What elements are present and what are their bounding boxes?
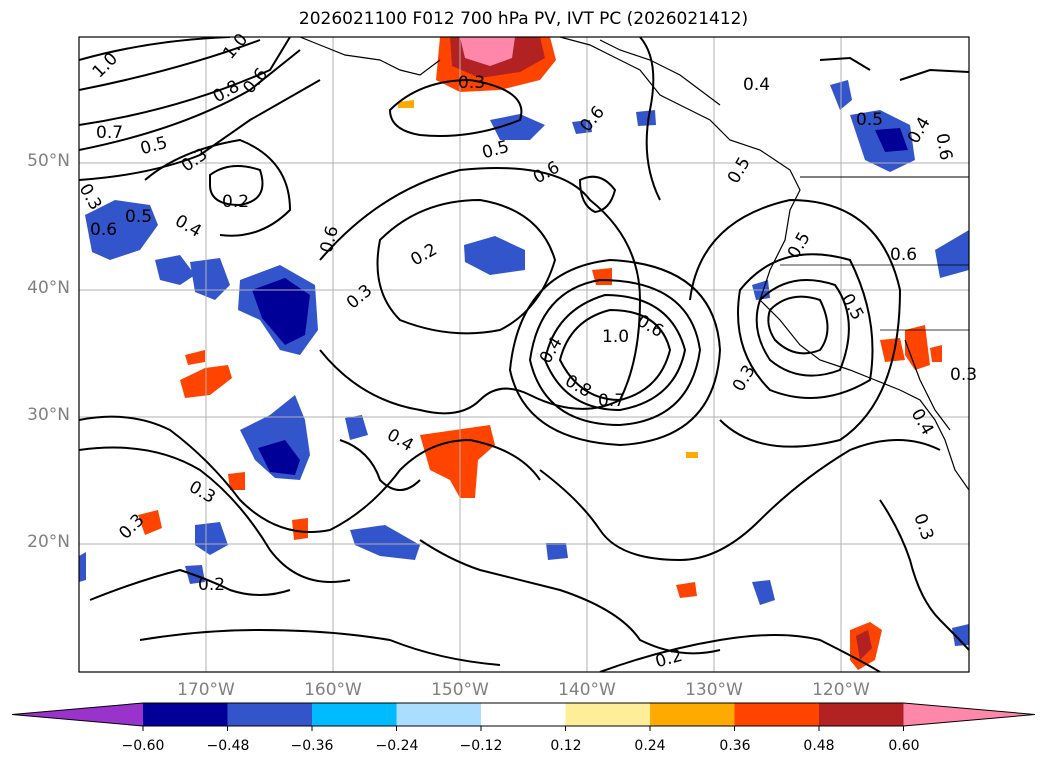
colorbar-tick-label: −0.24 (375, 738, 419, 754)
contour-label: 0.5 (125, 207, 152, 227)
contour-label: 0.6 (931, 132, 955, 162)
fill-positive (292, 518, 308, 540)
fill-negative (546, 543, 568, 560)
fill-positive (930, 345, 942, 362)
fill-positive (856, 630, 872, 660)
colorbar-tick-label: −0.48 (206, 738, 250, 754)
fill-positive (420, 425, 495, 498)
colorbar-segment (312, 703, 397, 726)
fill-positive (905, 325, 930, 370)
fill-negative (252, 278, 310, 345)
fill-negative (85, 200, 158, 260)
contour-label: 0.2 (198, 575, 225, 595)
fill-positive (880, 338, 905, 362)
fill-negative (79, 552, 86, 582)
fill-negative (258, 440, 300, 475)
colorbar-tick-label: −0.36 (290, 738, 334, 754)
fill-positive (185, 350, 205, 365)
lon-label: 160°W (304, 680, 362, 700)
lon-label: 140°W (558, 680, 616, 700)
ivt-fill-layer (79, 37, 969, 670)
coastlines (299, 37, 969, 491)
fill-negative (636, 110, 656, 126)
colorbar-tick-label: −0.60 (121, 738, 165, 754)
contour-label: 0.3 (458, 73, 485, 93)
fill-negative (875, 128, 908, 152)
contour-label: 0.7 (598, 391, 625, 411)
lat-label: 50°N (27, 151, 70, 171)
fill-positive (676, 582, 697, 598)
colorbar-tick-label: 0.36 (719, 738, 751, 754)
colorbar-segment (734, 703, 820, 726)
lat-label: 20°N (27, 532, 70, 552)
fill-negative (752, 580, 775, 605)
contour-label: 0.5 (856, 110, 883, 130)
colorbar-tick-label: 0.48 (803, 738, 835, 754)
map-frame (78, 36, 970, 673)
lat-label: 30°N (27, 405, 70, 425)
colorbar-segment (650, 703, 735, 726)
lon-label: 150°W (431, 680, 489, 700)
lon-label: 130°W (685, 680, 743, 700)
contour-label: 0.6 (890, 245, 917, 265)
lat-label: 40°N (27, 278, 70, 298)
fill-positive (138, 510, 162, 535)
lon-label: 120°W (812, 680, 870, 700)
fill-negative (490, 114, 545, 140)
fill-negative (345, 415, 368, 440)
colorbar-tick-label: 0.24 (634, 738, 666, 754)
colorbar (11, 702, 1036, 731)
colorbar-segment (227, 703, 313, 726)
colorbar-extend-max (903, 703, 1035, 726)
fill-negative (195, 522, 228, 555)
colorbar-segment (819, 703, 904, 726)
fill-negative (464, 236, 525, 275)
colorbar-segment (396, 703, 482, 726)
colorbar-tick-label: 0.12 (550, 738, 582, 754)
fill-positive (228, 472, 245, 490)
colorbar-extend-min (12, 703, 143, 726)
contour-label: 0.7 (96, 123, 123, 143)
contour-label: 0.4 (743, 75, 770, 95)
lon-label: 170°W (177, 680, 235, 700)
colorbar-tick-label: −0.12 (459, 738, 503, 754)
fill-positive (398, 100, 414, 108)
fill-negative (952, 624, 969, 646)
colorbar-segment (481, 703, 566, 726)
contour-label: 1.0 (602, 327, 629, 347)
contour-label: 0.2 (222, 192, 249, 212)
map-title: 2026021100 F012 700 hPa PV, IVT PC (2026… (298, 9, 749, 29)
colorbar-segment (565, 703, 651, 726)
fill-negative (935, 230, 969, 278)
graticule (79, 37, 969, 672)
fill-negative (350, 525, 420, 560)
contour-label: 0.3 (950, 365, 977, 385)
fill-negative (155, 255, 195, 285)
fill-positive (460, 37, 515, 66)
fill-positive (686, 452, 698, 458)
colorbar-tick-label: 0.60 (888, 738, 920, 754)
contour-label: 0.6 (90, 220, 117, 240)
pv-contours (79, 37, 969, 672)
colorbar-segment (143, 703, 228, 726)
